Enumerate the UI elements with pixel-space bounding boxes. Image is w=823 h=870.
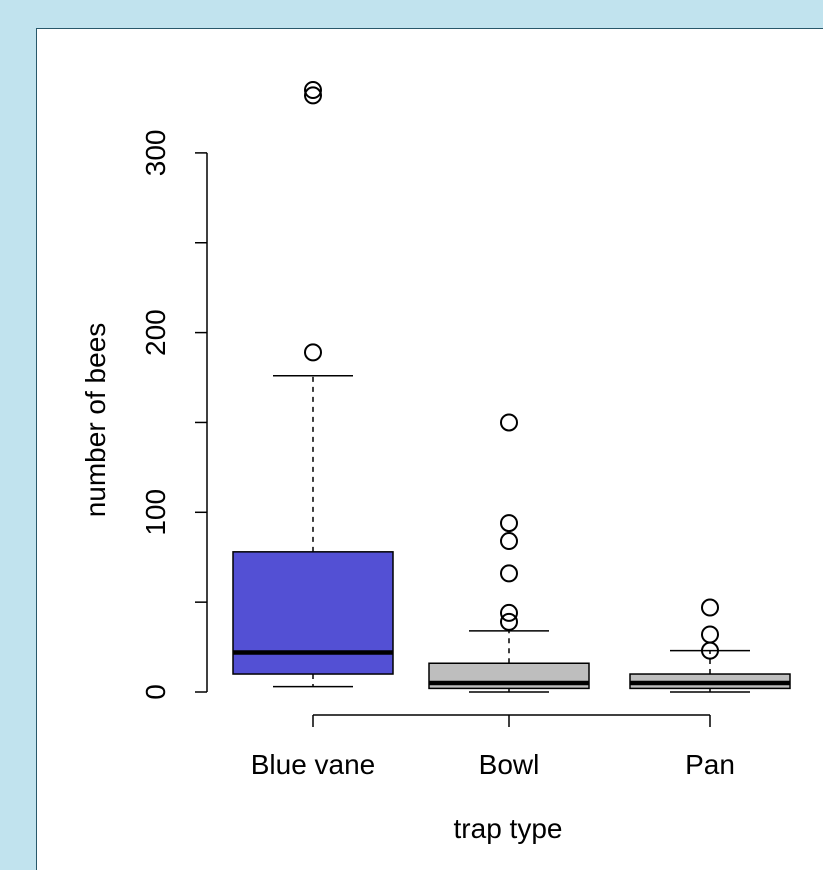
boxplot-series	[232, 81, 791, 693]
x-axis: Blue vane Bowl Pan	[251, 714, 735, 780]
outlier-point	[500, 612, 518, 631]
box-bowl	[428, 413, 590, 693]
outlier-point	[304, 343, 322, 362]
x-tick-label: Bowl	[479, 749, 540, 780]
box-blue-vane	[232, 81, 394, 688]
y-axis-label: number of bees	[80, 323, 111, 518]
y-axis: 0 100 200 300	[140, 130, 208, 700]
outlier-point	[500, 532, 518, 551]
y-tick-label: 300	[140, 130, 171, 177]
outlier-point	[304, 81, 322, 100]
outlier-point	[701, 598, 719, 617]
y-tick-label: 200	[140, 309, 171, 356]
outlier-point	[500, 514, 518, 533]
y-tick-label: 0	[140, 684, 171, 700]
outlier-point	[304, 86, 322, 105]
x-tick-label: Blue vane	[251, 749, 376, 780]
plot-panel	[36, 28, 823, 870]
iqr-box	[232, 551, 394, 675]
x-tick-label: Pan	[685, 749, 735, 780]
y-tick-label: 100	[140, 489, 171, 536]
outlier-point	[500, 603, 518, 622]
outlier-point	[500, 413, 518, 432]
box-pan	[629, 598, 791, 693]
x-axis-label: trap type	[454, 813, 563, 844]
outlier-point	[500, 564, 518, 583]
outlier-point	[701, 625, 719, 644]
